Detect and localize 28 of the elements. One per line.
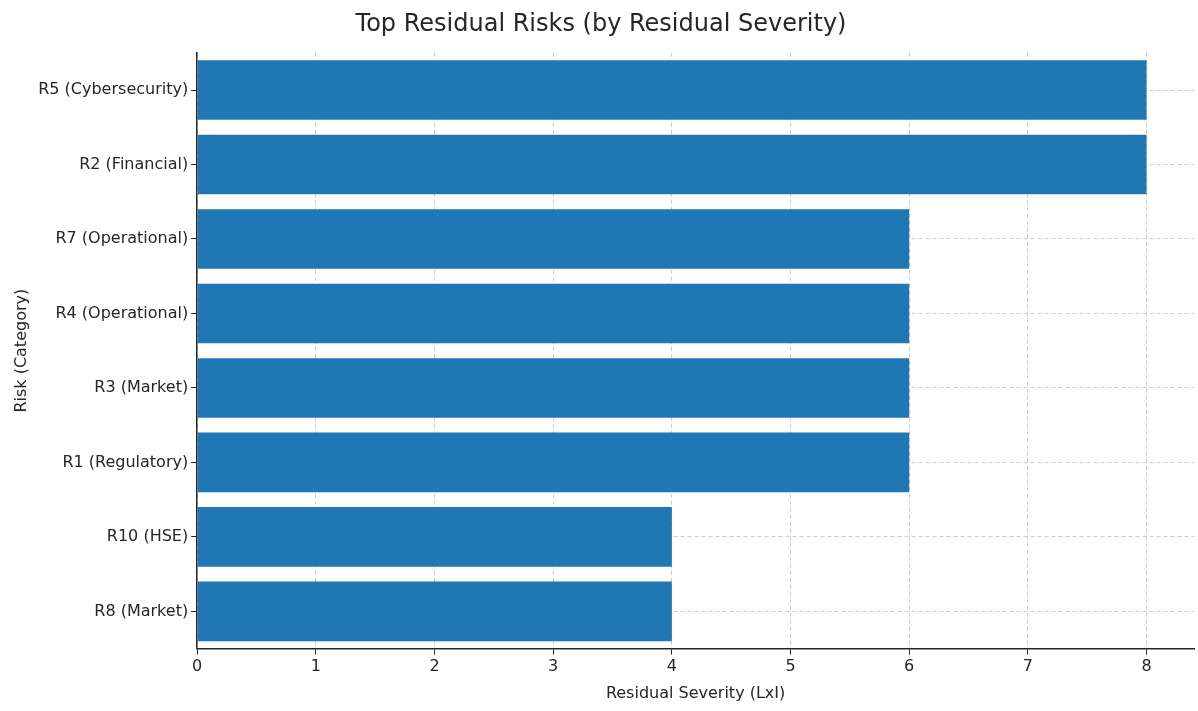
y-tick-label: R10 (HSE) [106, 526, 189, 546]
bar [197, 209, 910, 269]
x-tick-label: 8 [1141, 656, 1152, 676]
y-tick-label: R4 (Operational) [55, 302, 189, 322]
x-tick-label: 6 [904, 656, 915, 676]
x-tick-label: 1 [310, 656, 321, 676]
bar [197, 432, 910, 493]
x-tick-label: 7 [1022, 656, 1033, 676]
x-tick-label: 0 [192, 656, 203, 676]
y-axis-title: Risk (Category) [10, 288, 30, 413]
bar [197, 283, 910, 344]
bar [197, 581, 672, 642]
bar [197, 60, 1147, 120]
y-tick-label: R7 (Operational) [55, 228, 189, 248]
y-tick-label: R5 (Cybersecurity) [38, 79, 189, 99]
x-tick-label: 3 [548, 656, 559, 676]
x-tick-label: 5 [785, 656, 796, 676]
x-axis-title: Residual Severity (LxI) [605, 682, 786, 702]
bar [197, 507, 672, 567]
bar [197, 358, 910, 418]
bar [197, 134, 1147, 195]
y-tick-label: R1 (Regulatory) [62, 451, 189, 471]
x-tick-label: 2 [429, 656, 440, 676]
x-tick-label: 4 [666, 656, 677, 676]
y-tick-label: R2 (Financial) [79, 153, 189, 173]
y-tick-label: R3 (Market) [94, 377, 189, 397]
y-tick-label: R8 (Market) [94, 600, 189, 620]
chart-title: Top Residual Risks (by Residual Severity) [354, 8, 847, 37]
